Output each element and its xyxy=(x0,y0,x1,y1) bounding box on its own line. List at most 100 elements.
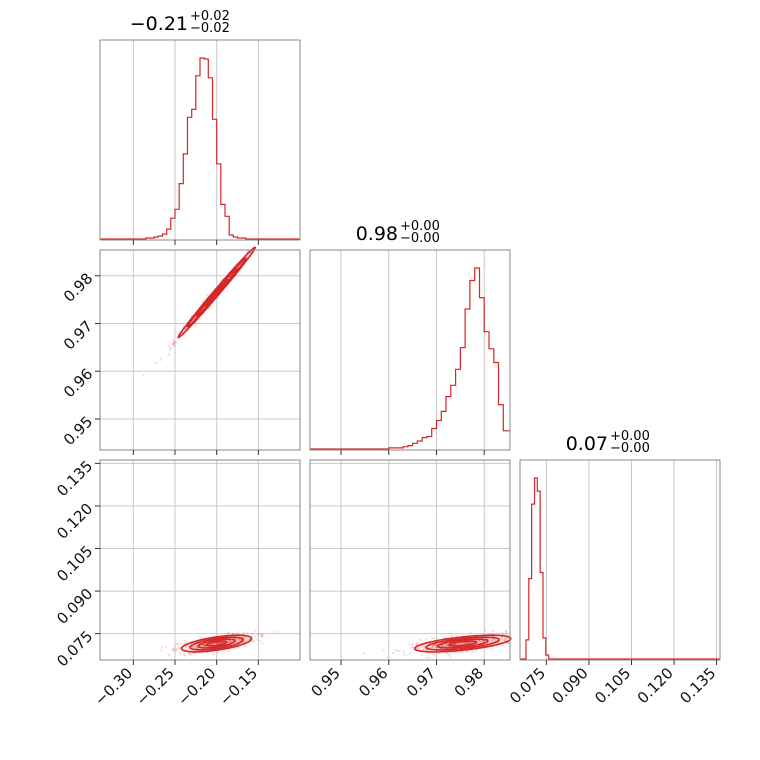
scatter-point xyxy=(172,343,175,346)
scatter-point xyxy=(195,644,198,648)
scatter-point xyxy=(425,656,428,659)
scatter-point xyxy=(467,641,470,644)
x-tick-label: 0.075 xyxy=(506,664,549,707)
scatter-point xyxy=(256,638,259,642)
scatter-point xyxy=(176,642,180,646)
panel-1-1 xyxy=(310,250,510,450)
scatter-point xyxy=(450,633,454,636)
scatter-point xyxy=(245,639,249,642)
scatter-point xyxy=(172,343,175,346)
scatter-point xyxy=(154,361,157,365)
scatter-point xyxy=(431,645,434,649)
title-plus-error: +0.02 xyxy=(190,9,230,24)
panel-0-0 xyxy=(100,40,300,240)
scatter-point xyxy=(202,645,205,648)
scatter-point xyxy=(410,646,413,649)
scatter-point xyxy=(482,640,485,643)
histogram-1 xyxy=(310,267,510,450)
scatter-point xyxy=(235,637,238,640)
scatter-point xyxy=(428,652,431,655)
scatter-point xyxy=(446,644,449,647)
scatter-point xyxy=(211,643,214,646)
panel-1-0 xyxy=(100,246,300,450)
scatter-point xyxy=(503,633,506,636)
density-contour xyxy=(205,640,228,647)
scatter-point xyxy=(490,648,494,651)
scatter-point xyxy=(419,638,422,641)
scatter-point xyxy=(261,633,264,636)
y-tick-label: 0.95 xyxy=(60,413,96,449)
scatter-point xyxy=(238,639,241,642)
scatter-point xyxy=(167,345,170,348)
scatter-point xyxy=(173,341,176,344)
scatter-point xyxy=(261,635,264,638)
scatter-point xyxy=(196,646,199,650)
scatter-point xyxy=(252,639,255,642)
histogram-2 xyxy=(520,477,720,660)
scatter-point xyxy=(463,642,466,645)
scatter-point xyxy=(459,651,462,654)
scatter-point xyxy=(431,644,434,648)
scatter-point xyxy=(487,637,490,641)
scatter-point xyxy=(396,649,399,652)
scatter-point xyxy=(411,643,414,646)
scatter-point xyxy=(239,639,242,642)
scatter-point xyxy=(503,637,506,640)
scatter-point xyxy=(276,630,279,634)
x-tick-label: 0.135 xyxy=(676,664,719,707)
scatter-point xyxy=(415,643,418,646)
scatter-point xyxy=(191,645,194,649)
scatter-point xyxy=(173,344,176,347)
scatter-point xyxy=(190,653,193,656)
scatter-point xyxy=(505,630,508,633)
scatter-point xyxy=(423,647,426,650)
x-tick-label: 0.090 xyxy=(549,664,592,707)
scatter-point xyxy=(227,632,231,635)
scatter-point xyxy=(228,640,231,643)
scatter-point xyxy=(218,641,221,644)
scatter-point xyxy=(432,644,435,647)
scatter-point xyxy=(171,648,174,651)
panel-frame xyxy=(99,249,301,451)
scatter-point xyxy=(244,645,247,648)
y-tick-label: 0.120 xyxy=(53,500,96,543)
density-contour xyxy=(177,246,257,339)
scatter-point xyxy=(229,640,232,643)
scatter-point xyxy=(194,647,197,650)
scatter-point xyxy=(500,636,503,639)
histogram-0 xyxy=(100,57,300,240)
scatter-point xyxy=(175,648,178,651)
scatter-point xyxy=(425,648,428,652)
density-contour xyxy=(180,634,253,653)
x-tick-label: −0.20 xyxy=(174,664,219,709)
panel-frame xyxy=(309,459,511,661)
scatter-point xyxy=(242,631,245,634)
scatter-point xyxy=(259,639,262,642)
scatter-point xyxy=(178,646,181,649)
scatter-point xyxy=(469,632,472,635)
scatter-point xyxy=(491,639,494,642)
scatter-point xyxy=(464,642,468,645)
scatter-point xyxy=(159,649,162,652)
scatter-point xyxy=(362,652,365,655)
scatter-point xyxy=(455,634,458,637)
scatter-point xyxy=(254,629,257,632)
scatter-point xyxy=(228,641,231,644)
scatter-point xyxy=(387,656,390,659)
panel-frame xyxy=(519,459,721,661)
scatter-point xyxy=(428,656,431,659)
y-tick-label: 0.96 xyxy=(60,365,96,401)
title-plus-error: +0.00 xyxy=(400,219,440,234)
scatter-point xyxy=(431,636,434,640)
panel-frame xyxy=(309,249,511,451)
scatter-point xyxy=(408,643,411,646)
scatter-point xyxy=(206,294,209,297)
scatter-point xyxy=(235,640,238,643)
scatter-point xyxy=(261,642,264,645)
x-tick-label: 0.95 xyxy=(308,664,344,700)
scatter-point xyxy=(431,646,434,649)
scatter-point xyxy=(405,654,408,657)
scatter-point xyxy=(432,637,436,640)
scatter-point xyxy=(172,339,175,342)
y-tick-label: 0.135 xyxy=(53,457,96,500)
